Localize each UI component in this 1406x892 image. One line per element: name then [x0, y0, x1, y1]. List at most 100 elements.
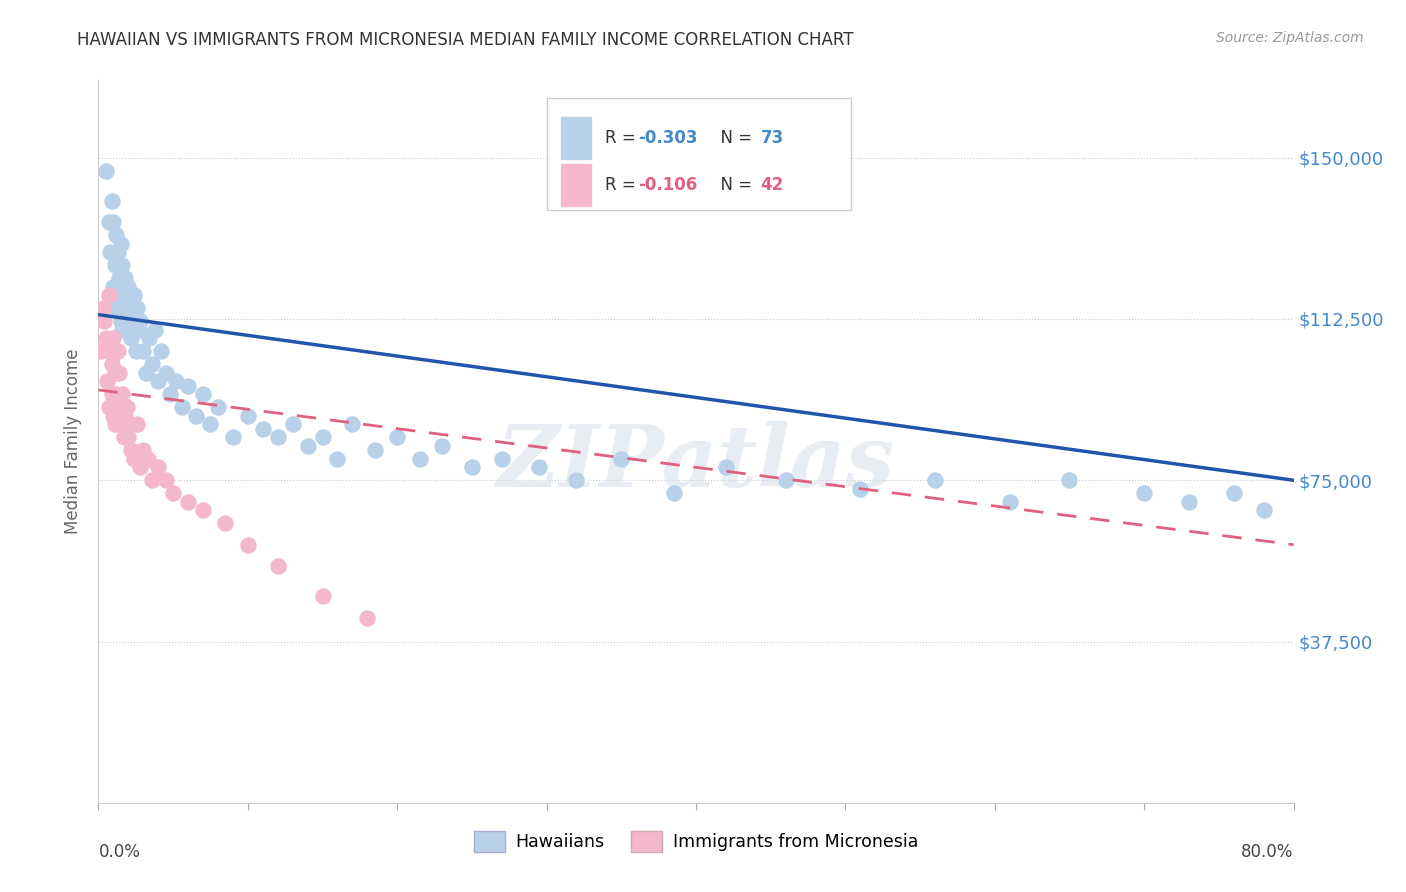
Point [107, 400, 129, 414]
Point [565, 473, 588, 487]
Point [1223, 486, 1246, 500]
Text: R =: R = [605, 176, 641, 194]
Point [162, 486, 184, 500]
Bar [561, 117, 591, 159]
Point [94, 331, 117, 345]
Point [97, 288, 120, 302]
Point [98, 344, 122, 359]
Point [105, 387, 128, 401]
Point [136, 451, 159, 466]
Point [172, 400, 194, 414]
Point [662, 486, 685, 500]
Point [101, 387, 124, 401]
Point [177, 494, 200, 508]
Point [103, 215, 125, 229]
Point [114, 409, 136, 423]
Point [364, 443, 387, 458]
Point [236, 538, 259, 552]
Point [94, 163, 117, 178]
Text: N =: N = [710, 176, 758, 194]
Point [127, 301, 149, 316]
Point [112, 430, 135, 444]
Text: 0.0%: 0.0% [98, 843, 141, 861]
Point [408, 451, 430, 466]
Point [97, 400, 120, 414]
Point [159, 387, 181, 401]
Text: R =: R = [605, 129, 641, 147]
Point [236, 409, 259, 423]
Point [132, 344, 155, 359]
Point [104, 366, 127, 380]
Text: -0.106: -0.106 [638, 176, 697, 194]
Point [849, 482, 872, 496]
Point [356, 611, 378, 625]
Point [326, 451, 349, 466]
Point [101, 194, 124, 208]
Text: ZIPatlas: ZIPatlas [496, 421, 896, 505]
Point [148, 460, 170, 475]
Point [117, 279, 139, 293]
Point [200, 417, 222, 432]
Point [117, 430, 139, 444]
Point [1059, 473, 1081, 487]
Point [191, 387, 214, 401]
Point [111, 258, 134, 272]
Point [104, 417, 127, 432]
Point [610, 451, 633, 466]
Point [141, 357, 163, 371]
Point [115, 301, 138, 316]
Point [110, 417, 132, 432]
Point [184, 409, 207, 423]
Point [165, 375, 187, 389]
Point [214, 516, 236, 531]
Text: 73: 73 [761, 129, 783, 147]
Point [111, 387, 134, 401]
Point [103, 279, 125, 293]
Point [96, 375, 118, 389]
Point [108, 271, 131, 285]
Y-axis label: Median Family Income: Median Family Income [65, 349, 83, 534]
Point [118, 417, 141, 432]
Point [91, 301, 114, 316]
Point [252, 422, 274, 436]
Point [141, 473, 163, 487]
Point [90, 344, 112, 359]
Point [177, 378, 200, 392]
Point [114, 271, 136, 285]
Point [118, 301, 141, 316]
Point [155, 366, 177, 380]
Point [110, 236, 132, 251]
Point [93, 314, 115, 328]
Point [132, 443, 155, 458]
Point [267, 559, 290, 574]
Point [110, 314, 132, 328]
Point [103, 331, 125, 345]
Point [1178, 494, 1201, 508]
Point [491, 451, 513, 466]
Point [527, 460, 550, 475]
Point [107, 344, 129, 359]
Legend: Hawaiians, Immigrants from Micronesia: Hawaiians, Immigrants from Micronesia [467, 824, 925, 859]
Point [138, 331, 160, 345]
Point [98, 245, 122, 260]
Point [129, 314, 152, 328]
Point [97, 215, 120, 229]
Point [111, 323, 134, 337]
Point [150, 344, 173, 359]
Bar [561, 164, 591, 206]
Point [775, 473, 797, 487]
Point [112, 288, 135, 302]
Point [120, 443, 142, 458]
Point [924, 473, 946, 487]
Point [101, 357, 124, 371]
Point [105, 228, 128, 243]
Point [124, 451, 146, 466]
Point [120, 331, 142, 345]
Point [107, 245, 129, 260]
Point [103, 409, 125, 423]
Text: HAWAIIAN VS IMMIGRANTS FROM MICRONESIA MEDIAN FAMILY INCOME CORRELATION CHART: HAWAIIAN VS IMMIGRANTS FROM MICRONESIA M… [77, 31, 853, 49]
Point [104, 258, 127, 272]
Point [430, 439, 453, 453]
Point [191, 503, 214, 517]
Point [121, 314, 143, 328]
